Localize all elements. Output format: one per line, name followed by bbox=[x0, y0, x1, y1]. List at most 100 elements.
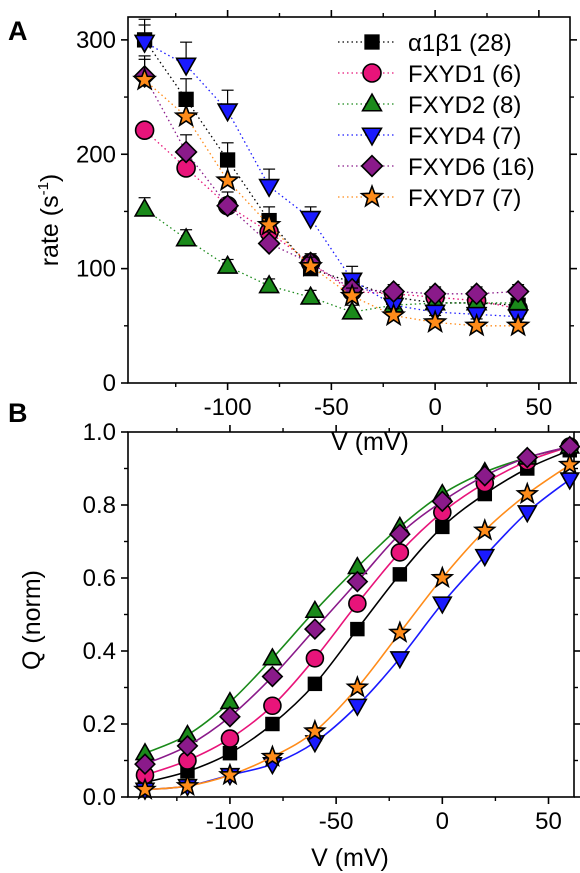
data-point bbox=[216, 194, 240, 218]
x-tick-label: -100 bbox=[206, 808, 254, 835]
data-point bbox=[423, 282, 447, 306]
legend-item: FXYD1 (6) bbox=[338, 61, 521, 88]
series-diamond bbox=[134, 435, 580, 776]
legend-label: α1β1 (28) bbox=[408, 30, 512, 57]
data-point bbox=[219, 705, 241, 728]
data-point bbox=[431, 490, 454, 513]
data-point bbox=[258, 178, 280, 198]
data-point bbox=[557, 452, 580, 475]
data-point bbox=[174, 140, 198, 164]
legend-label: FXYD2 (8) bbox=[408, 92, 521, 119]
panel-a-label: A bbox=[8, 16, 28, 46]
data-point bbox=[265, 716, 280, 732]
panel-a-y-axis-label: rate (s-1) bbox=[35, 174, 64, 267]
data-point bbox=[516, 446, 539, 469]
data-point bbox=[175, 773, 200, 797]
y-tick-label: 1.0 bbox=[83, 419, 116, 446]
panel-a-legend: α1β1 (28) FXYD1 (6) FXYD2 (8) FXYD4 (7) FXYD… bbox=[338, 30, 535, 212]
data-point bbox=[390, 543, 410, 562]
legend-marker bbox=[361, 92, 383, 112]
legend-item: FXYD2 (8) bbox=[338, 92, 521, 119]
y-tick-label: 0 bbox=[103, 370, 116, 397]
data-point bbox=[506, 280, 530, 303]
legend-marker bbox=[364, 34, 380, 50]
legend-marker bbox=[362, 63, 382, 83]
legend-marker bbox=[359, 183, 385, 208]
data-point bbox=[216, 254, 239, 274]
y-tick-label: 200 bbox=[76, 141, 116, 168]
data-point bbox=[516, 505, 538, 524]
y-tick-label: 0.6 bbox=[83, 565, 116, 592]
panel-b-x-axis-label: V (mV) bbox=[311, 844, 389, 872]
x-tick-label: 50 bbox=[526, 394, 553, 421]
data-point bbox=[175, 227, 197, 247]
x-tick-label: -50 bbox=[319, 808, 354, 835]
data-point bbox=[133, 34, 156, 54]
data-point bbox=[304, 599, 326, 619]
data-point bbox=[472, 518, 497, 541]
data-point bbox=[299, 285, 322, 305]
data-point bbox=[133, 777, 157, 800]
data-point bbox=[347, 698, 368, 717]
series-circle bbox=[135, 437, 580, 785]
data-point bbox=[339, 282, 365, 307]
data-point bbox=[134, 753, 156, 776]
y-tick-label: 0.8 bbox=[83, 492, 116, 519]
series-line bbox=[144, 41, 519, 318]
panel-a-y-axis-label-unit-exponent: -1 bbox=[35, 182, 52, 195]
data-point bbox=[381, 302, 407, 327]
x-tick-label: 50 bbox=[535, 808, 562, 835]
legend-item: FXYD4 (7) bbox=[338, 123, 521, 150]
plot-frame bbox=[127, 16, 571, 384]
data-point bbox=[175, 57, 197, 77]
legend-label: FXYD4 (7) bbox=[408, 123, 521, 150]
data-point bbox=[350, 621, 365, 637]
panel-b-label: B bbox=[8, 398, 28, 428]
data-point bbox=[215, 167, 241, 192]
y-tick-label: 100 bbox=[76, 256, 116, 283]
panel-a-plot: -100 -50 0 50 0 100 200 300 bbox=[76, 10, 577, 421]
data-point bbox=[132, 66, 158, 91]
legend-marker bbox=[360, 154, 384, 178]
data-point bbox=[435, 519, 450, 535]
legend-label: FXYD6 (16) bbox=[408, 154, 535, 181]
series-line bbox=[144, 79, 519, 327]
y-tick-label: 0.2 bbox=[83, 711, 116, 738]
data-point bbox=[346, 570, 369, 593]
legend-item: FXYD6 (16) bbox=[338, 154, 535, 181]
series-square bbox=[137, 443, 577, 790]
data-point bbox=[257, 231, 281, 255]
data-point bbox=[262, 647, 283, 666]
legend-item: α1β1 (28) bbox=[338, 30, 512, 57]
series-line bbox=[144, 208, 519, 313]
data-point bbox=[341, 300, 363, 320]
data-point bbox=[559, 472, 580, 491]
data-point bbox=[263, 696, 282, 716]
data-point bbox=[388, 523, 411, 546]
data-point bbox=[218, 762, 242, 786]
data-point bbox=[260, 744, 285, 767]
panel-b-plot: -100 -50 0 50 0.0 0.2 0.4 0.6 0.8 1.0 bbox=[83, 419, 580, 835]
data-point bbox=[220, 729, 240, 748]
data-point bbox=[387, 620, 412, 643]
data-point bbox=[298, 253, 324, 277]
data-point bbox=[303, 618, 326, 641]
data-point bbox=[348, 594, 367, 613]
data-point bbox=[307, 676, 323, 692]
data-point bbox=[515, 481, 540, 505]
data-point bbox=[176, 734, 199, 757]
data-point bbox=[305, 648, 325, 668]
x-tick-label: -100 bbox=[204, 394, 252, 421]
series-star bbox=[133, 452, 580, 800]
legend-marker bbox=[361, 127, 383, 147]
data-point bbox=[219, 152, 236, 168]
data-point bbox=[430, 565, 455, 589]
data-point bbox=[258, 274, 280, 294]
y-tick-label: 0.4 bbox=[83, 638, 116, 665]
x-tick-label: -50 bbox=[314, 394, 349, 421]
data-point bbox=[299, 210, 322, 230]
data-point bbox=[302, 718, 327, 742]
data-point bbox=[216, 103, 239, 123]
data-point bbox=[474, 548, 496, 568]
